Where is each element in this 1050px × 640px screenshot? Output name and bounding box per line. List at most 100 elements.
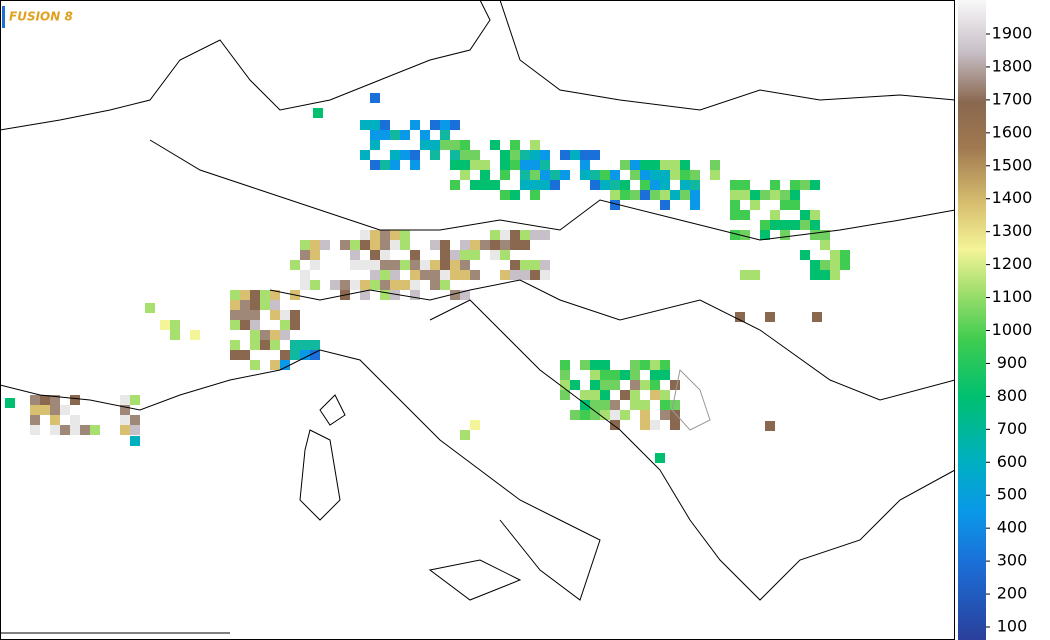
cell: [30, 425, 40, 435]
cell: [310, 250, 320, 260]
cell: [610, 410, 620, 420]
cell: [390, 260, 400, 270]
tick-label: 1900: [992, 24, 1033, 43]
cell: [630, 160, 640, 170]
cell: [270, 310, 280, 320]
cell: [810, 270, 820, 280]
cell: [650, 380, 660, 390]
cell: [640, 380, 650, 390]
cell: [590, 390, 600, 400]
cell: [810, 260, 820, 270]
cell: [780, 230, 790, 240]
title-marker: [2, 6, 5, 28]
cell: [650, 360, 660, 370]
cell: [120, 395, 130, 405]
cell: [240, 310, 250, 320]
cell: [70, 395, 80, 405]
cell: [320, 240, 330, 250]
cell: [370, 230, 380, 240]
cell: [600, 180, 610, 190]
cell: [520, 180, 530, 190]
cell: [490, 180, 500, 190]
cell: [650, 190, 660, 200]
cell: [520, 150, 530, 160]
cell: [430, 140, 440, 150]
cell: [650, 160, 660, 170]
cell: [570, 410, 580, 420]
cell: [500, 240, 510, 250]
cell: [610, 190, 620, 200]
cell: [230, 300, 240, 310]
cell: [500, 270, 510, 280]
cell: [450, 150, 460, 160]
cell: [480, 240, 490, 250]
cell: [800, 210, 810, 220]
cell: [590, 400, 600, 410]
cell: [490, 230, 500, 240]
cell: [660, 390, 670, 400]
cell: [390, 290, 400, 300]
cell: [810, 210, 820, 220]
cell: [520, 270, 530, 280]
tick-label: 1500: [992, 155, 1033, 174]
cell: [450, 290, 460, 300]
cell: [160, 320, 170, 330]
cell: [70, 415, 80, 425]
cell: [310, 260, 320, 270]
cell: [290, 350, 300, 360]
cell: [460, 170, 470, 180]
cell: [670, 190, 680, 200]
cell: [310, 350, 320, 360]
cell: [450, 260, 460, 270]
cell: [50, 425, 60, 435]
tick-label: 1600: [992, 122, 1033, 141]
cell: [600, 370, 610, 380]
cell: [740, 210, 750, 220]
cell: [300, 280, 310, 290]
cell: [480, 180, 490, 190]
cell: [620, 390, 630, 400]
cell: [560, 390, 570, 400]
cell: [560, 370, 570, 380]
cell: [580, 390, 590, 400]
cell: [630, 360, 640, 370]
cell: [250, 290, 260, 300]
cell: [470, 270, 480, 280]
cell: [600, 390, 610, 400]
cell: [680, 180, 690, 190]
cell: [510, 150, 520, 160]
cell: [530, 150, 540, 160]
cell: [230, 310, 240, 320]
cell: [620, 180, 630, 190]
cell: [60, 405, 70, 415]
cell: [650, 370, 660, 380]
cell: [610, 380, 620, 390]
cell: [390, 160, 400, 170]
cell: [190, 330, 200, 340]
cell: [580, 170, 590, 180]
cell: [610, 200, 620, 210]
cell: [500, 160, 510, 170]
cell: [510, 190, 520, 200]
cell: [145, 303, 155, 313]
tick-label: 500: [997, 485, 1028, 504]
cell: [300, 250, 310, 260]
cell: [130, 436, 140, 446]
cell: [300, 240, 310, 250]
cell: [430, 280, 440, 290]
cell: [30, 405, 40, 415]
cell: [690, 190, 700, 200]
tick-label: 700: [997, 419, 1028, 438]
cell: [340, 240, 350, 250]
cell: [640, 190, 650, 200]
cell: [730, 200, 740, 210]
cell: [790, 220, 800, 230]
cell: [610, 400, 620, 410]
cell: [470, 180, 480, 190]
cell: [830, 260, 840, 270]
cell: [670, 170, 680, 180]
cell: [400, 260, 410, 270]
precip-cells: [5, 93, 850, 463]
cell: [670, 380, 680, 390]
